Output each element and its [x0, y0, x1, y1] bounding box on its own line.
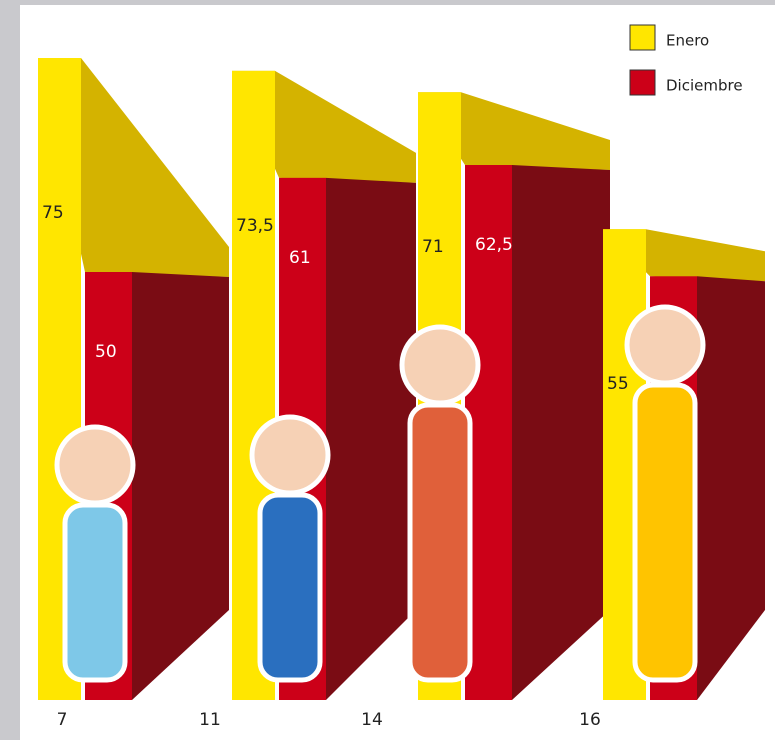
child-head: [54, 424, 136, 506]
bar-top-face: [418, 92, 610, 170]
child-head: [399, 324, 481, 406]
bar-side-face: [512, 165, 610, 700]
value-label: 55: [607, 374, 629, 394]
legend-label: Diciembre: [666, 77, 743, 95]
child-body: [257, 492, 323, 683]
x-tick-label: 7: [57, 710, 68, 730]
bar-top-face: [232, 70, 416, 183]
child-head: [249, 414, 331, 496]
x-tick-label: 11: [199, 710, 221, 730]
value-label: 50: [95, 342, 117, 362]
value-label: 75: [42, 203, 64, 223]
value-label: 62,5: [475, 235, 513, 255]
x-tick-label: 14: [361, 710, 383, 730]
child-head: [624, 304, 706, 386]
bar-side-face: [697, 276, 765, 700]
bar-top-face: [38, 58, 229, 277]
value-label: 73,5: [236, 216, 274, 236]
legend-label: Enero: [666, 32, 709, 50]
child-body: [407, 402, 473, 683]
value-label: 71: [422, 237, 444, 257]
legend-swatch: [629, 24, 656, 51]
x-tick-label: 16: [579, 710, 601, 730]
value-label: 61: [289, 248, 311, 268]
legend-swatch: [629, 69, 656, 96]
bar-side-face: [326, 177, 416, 701]
bar-side-face: [132, 272, 229, 700]
child-body: [632, 382, 698, 683]
child-body: [62, 502, 128, 683]
bar: [465, 165, 512, 700]
